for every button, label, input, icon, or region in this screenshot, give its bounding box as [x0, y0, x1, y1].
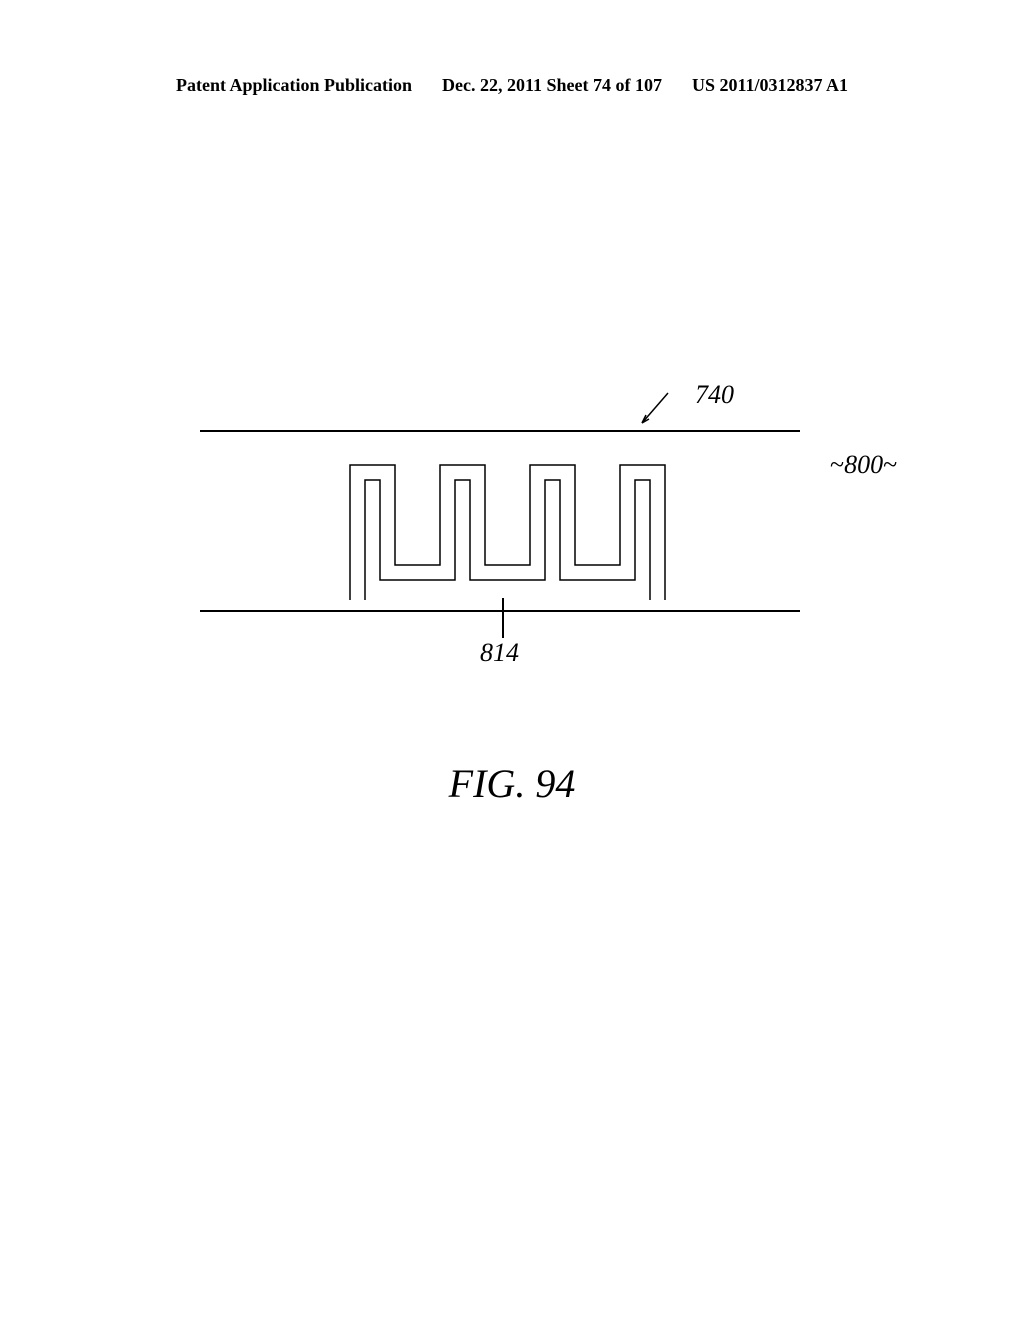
arrow-740: [640, 385, 700, 435]
header-right: US 2011/0312837 A1: [692, 75, 848, 96]
header: Patent Application Publication Dec. 22, …: [0, 75, 1024, 96]
arrow-740-shaft: [642, 393, 668, 423]
label-800: ~800~: [830, 450, 897, 480]
label-814: 814: [480, 638, 519, 668]
header-center: Dec. 22, 2011 Sheet 74 of 107: [442, 75, 662, 96]
figure-title: FIG. 94: [0, 760, 1024, 807]
header-left: Patent Application Publication: [176, 75, 412, 96]
serpentine-heater: [345, 460, 675, 610]
label-740: 740: [695, 380, 734, 410]
channel-top-line: [200, 430, 800, 432]
channel-bottom-line: [200, 610, 800, 612]
serpentine-inner-path: [365, 480, 650, 600]
figure-94: 740 ~800~ 814: [200, 410, 800, 660]
leader-line-814: [502, 598, 504, 638]
